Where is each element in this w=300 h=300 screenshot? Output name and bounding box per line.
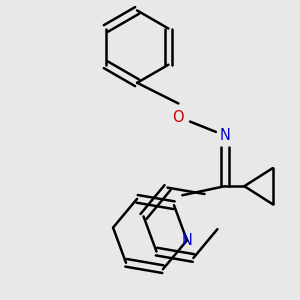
Text: N: N: [220, 128, 230, 143]
Text: O: O: [172, 110, 184, 125]
Text: N: N: [182, 233, 192, 248]
